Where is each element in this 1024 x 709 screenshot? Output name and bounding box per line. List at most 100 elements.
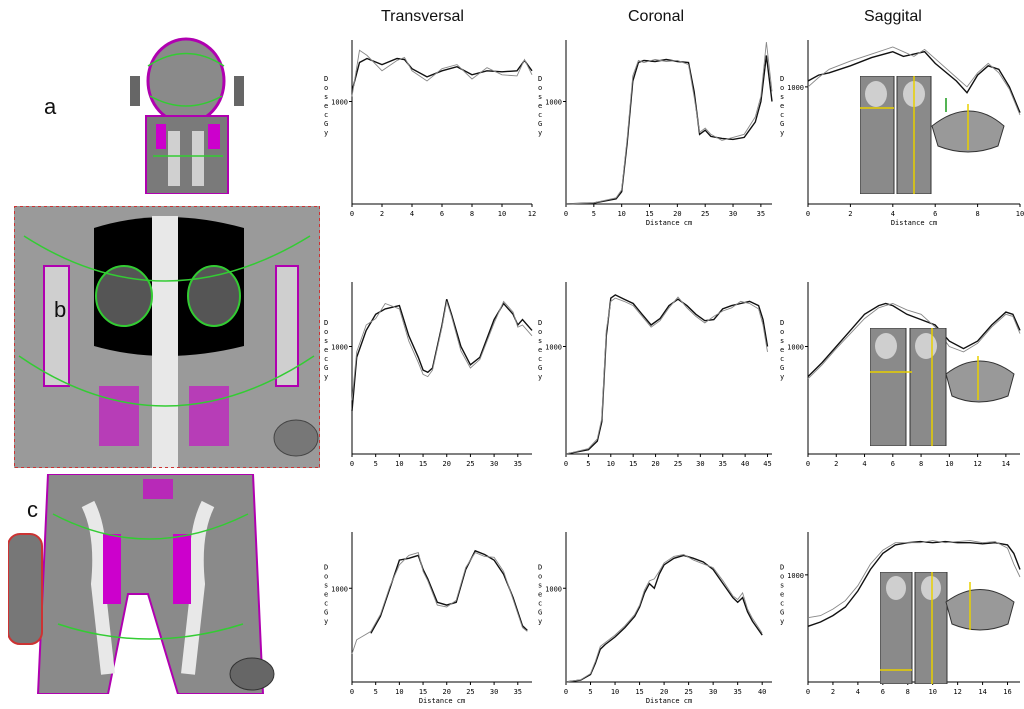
x-tick-label: 0 [564,688,568,696]
x-tick-label: 0 [564,210,568,218]
x-tick-label: 20 [660,688,668,696]
series-line-0 [807,302,1021,378]
x-tick-label: 6 [881,688,885,696]
x-tick-label: 4 [856,688,860,696]
x-tick-label: 30 [696,460,704,468]
x-tick-label: 45 [763,460,771,468]
x-tick-label: 10 [928,688,936,696]
y-tick-label: 1000 [331,99,348,107]
x-tick-label: 4 [862,460,866,468]
x-tick-label: 40 [741,460,749,468]
series-line-0 [370,549,528,634]
x-tick-label: 40 [758,688,766,696]
x-tick-label: 12 [973,460,981,468]
x-tick-label: 2 [848,210,852,218]
x-tick-label: 0 [350,688,354,696]
column-title-saggital: Saggital [864,8,922,25]
x-tick-label: 8 [975,210,979,218]
x-tick-label: 8 [906,688,910,696]
x-tick-label: 6 [440,210,444,218]
inset-image-row1 [860,76,1010,194]
series-line-0 [351,57,533,92]
x-tick-label: 8 [919,460,923,468]
x-tick-label: 30 [490,460,498,468]
x-axis-label: Distance cm [646,219,692,227]
x-axis-label: Distance cm [891,219,937,227]
x-axis-label: Distance cm [646,697,692,705]
x-tick-label: 5 [592,210,596,218]
series-line-1 [807,46,1021,116]
series-line-1 [351,300,533,401]
x-axis-label: Distance cm [419,697,465,705]
x-tick-label: 0 [350,210,354,218]
x-tick-label: 5 [374,460,378,468]
x-tick-label: 15 [645,210,653,218]
x-tick-label: 35 [757,210,765,218]
x-tick-label: 35 [514,688,522,696]
series-line-0 [351,298,533,412]
x-tick-label: 5 [588,688,592,696]
x-tick-label: 10 [945,460,953,468]
x-tick-label: 0 [806,460,810,468]
series-line-0 [565,554,763,683]
y-tick-label: 1000 [545,344,562,352]
x-tick-label: 10 [607,460,615,468]
x-tick-label: 35 [733,688,741,696]
y-tick-label: 1000 [545,99,562,107]
x-tick-label: 0 [350,460,354,468]
y-tick-label: 1000 [787,572,804,580]
ct-image-thorax [14,206,320,468]
column-title-coronal: Coronal [628,8,685,25]
x-tick-label: 20 [443,460,451,468]
x-tick-label: 4 [410,210,414,218]
x-tick-label: 30 [709,688,717,696]
series-line-1 [565,41,773,205]
series-line-1 [351,49,533,97]
x-tick-label: 0 [806,688,810,696]
x-tick-label: 2 [834,460,838,468]
x-tick-label: 16 [1003,688,1011,696]
x-tick-label: 4 [891,210,895,218]
panel-label-a: a [44,94,57,119]
x-tick-label: 35 [514,460,522,468]
x-tick-label: 25 [701,210,709,218]
x-tick-label: 0 [564,460,568,468]
x-tick-label: 20 [651,460,659,468]
x-tick-label: 15 [419,460,427,468]
x-tick-label: 25 [674,460,682,468]
series-line-1 [807,540,1021,619]
inset-image-row3 [880,572,1016,684]
y-tick-label: 1000 [331,344,348,352]
panel-label-b: b [54,297,67,322]
x-tick-label: 10 [395,460,403,468]
y-tick-label: 1000 [545,585,562,593]
x-tick-label: 25 [684,688,692,696]
inset-image-row2 [870,328,1018,446]
x-tick-label: 5 [586,460,590,468]
x-tick-label: 5 [374,688,378,696]
x-tick-label: 14 [978,688,986,696]
x-tick-label: 15 [635,688,643,696]
x-tick-label: 25 [466,460,474,468]
x-tick-label: 10 [498,210,506,218]
x-tick-label: 14 [1002,460,1010,468]
series-line-1 [351,552,528,655]
y-tick-label: 1000 [331,585,348,593]
x-tick-label: 10 [1016,210,1024,218]
x-tick-label: 15 [419,688,427,696]
x-tick-label: 15 [629,460,637,468]
series-line-0 [565,294,769,455]
